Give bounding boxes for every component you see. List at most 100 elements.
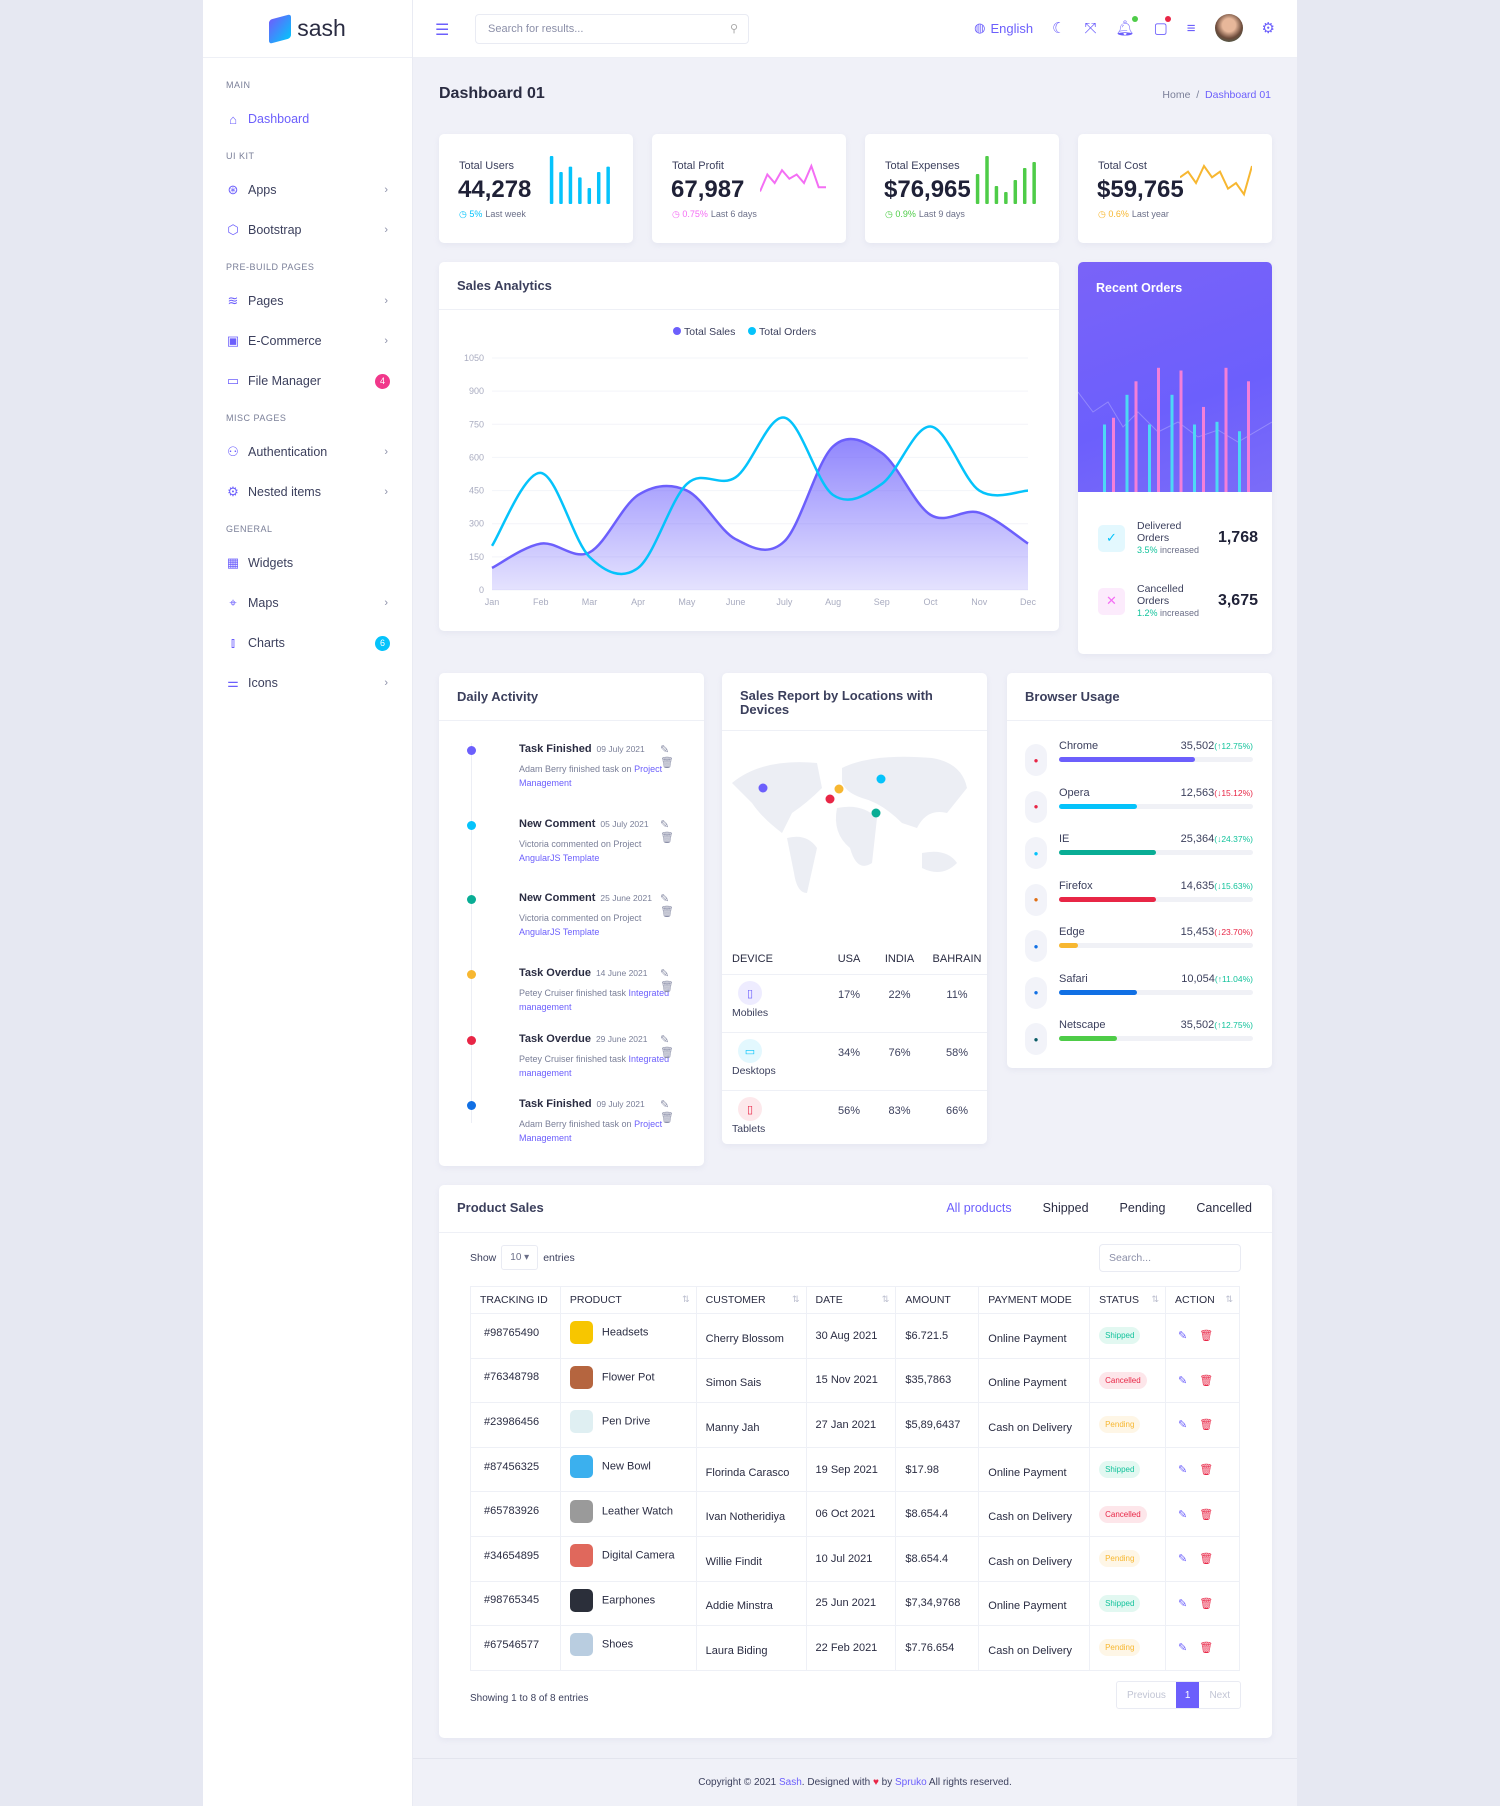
sort-icon[interactable]: ⇅ bbox=[881, 1294, 890, 1304]
page-1-button[interactable]: 1 bbox=[1175, 1682, 1200, 1708]
trash-icon[interactable]: 🗑︎ bbox=[1199, 1508, 1226, 1521]
tab-cancelled[interactable]: Cancelled bbox=[1196, 1201, 1252, 1215]
sidebar-item-file-manager[interactable]: ▭ File Manager 4 bbox=[226, 361, 390, 401]
column-header[interactable]: PAYMENT MODE bbox=[978, 1286, 1091, 1314]
trash-icon[interactable]: 🗑︎ bbox=[660, 1112, 680, 1124]
sidebar-item-widgets[interactable]: ▦ Widgets bbox=[226, 543, 390, 583]
sidebar-item-icons[interactable]: ⚌ Icons › bbox=[226, 663, 390, 703]
menu-toggle-icon[interactable]: ☰ bbox=[435, 22, 450, 39]
delivered-pct: 3.5% bbox=[1137, 545, 1158, 555]
trash-icon[interactable]: 🗑︎ bbox=[660, 981, 680, 993]
tab-pending[interactable]: Pending bbox=[1119, 1201, 1166, 1215]
sidebar-item-charts[interactable]: ⫾ Charts 6 bbox=[226, 623, 390, 663]
search-icon[interactable]: ⚲ bbox=[729, 23, 738, 35]
edit-icon[interactable]: ✎ bbox=[1178, 1642, 1200, 1655]
edit-icon[interactable]: ✎ bbox=[660, 968, 676, 980]
sparkline bbox=[975, 156, 1036, 204]
dark-mode-icon[interactable]: ☾ bbox=[1052, 20, 1066, 37]
column-header[interactable]: TRACKING ID bbox=[470, 1286, 561, 1314]
fullscreen-icon[interactable]: ⤧ bbox=[1084, 19, 1097, 37]
sidebar-item-e-commerce[interactable]: ▣ E-Commerce › bbox=[226, 321, 390, 361]
edit-icon[interactable]: ✎ bbox=[660, 893, 676, 905]
trash-icon[interactable]: 🗑︎ bbox=[660, 1047, 680, 1059]
trash-icon[interactable]: 🗑︎ bbox=[1199, 1419, 1226, 1432]
trash-icon[interactable]: 🗑︎ bbox=[1199, 1330, 1226, 1343]
activity-link[interactable]: Integrated management bbox=[519, 988, 670, 1012]
column-header[interactable]: CUSTOMER ⇅ bbox=[695, 1286, 807, 1314]
app: sash MAIN ⌂ Dashboard UI KIT ⊛ Apps › ⬡ Bootstra… bbox=[203, 0, 1297, 1806]
column-header[interactable]: AMOUNT bbox=[895, 1286, 980, 1314]
status-badge: Cancelled bbox=[1099, 1371, 1147, 1389]
edit-icon[interactable]: ✎ bbox=[1178, 1553, 1200, 1566]
trash-icon[interactable]: 🗑︎ bbox=[1199, 1464, 1226, 1477]
right-sidebar-icon[interactable]: ≡ bbox=[1186, 19, 1196, 37]
edit-icon[interactable]: ✎ bbox=[1178, 1419, 1200, 1432]
edit-icon[interactable]: ✎ bbox=[1178, 1464, 1200, 1477]
browser-change: (↓24.37%) bbox=[1214, 834, 1253, 844]
column-header[interactable]: DATE ⇅ bbox=[805, 1286, 897, 1314]
world-map[interactable] bbox=[722, 733, 987, 933]
progress-track bbox=[1059, 943, 1253, 948]
sidebar-item-apps[interactable]: ⊛ Apps › bbox=[226, 170, 390, 210]
sidebar-item-authentication[interactable]: ⚇ Authentication › bbox=[226, 432, 390, 472]
edit-icon[interactable]: ✎ bbox=[660, 744, 676, 756]
edit-icon[interactable]: ✎ bbox=[660, 1034, 676, 1046]
amount: $6.721.5 bbox=[895, 1313, 980, 1359]
trash-icon[interactable]: 🗑︎ bbox=[660, 832, 680, 844]
map-marker bbox=[876, 774, 886, 784]
edit-icon[interactable]: ✎ bbox=[1178, 1508, 1200, 1521]
trash-icon[interactable]: 🗑︎ bbox=[1199, 1642, 1226, 1655]
trash-icon[interactable]: 🗑︎ bbox=[660, 906, 680, 918]
edit-icon[interactable]: ✎ bbox=[1178, 1597, 1200, 1610]
sort-icon[interactable]: ⇅ bbox=[1151, 1294, 1160, 1304]
table-search-input[interactable]: Search... bbox=[1099, 1244, 1241, 1272]
sidebar-item-nested-items[interactable]: ⚙ Nested items › bbox=[226, 472, 390, 512]
footer-brand-link[interactable]: Sash bbox=[779, 1777, 802, 1788]
sidebar-item-pages[interactable]: ≋ Pages › bbox=[226, 281, 390, 321]
settings-icon[interactable]: ⚙ bbox=[1261, 20, 1275, 37]
edit-icon[interactable]: ✎ bbox=[660, 819, 676, 831]
tab-all-products[interactable]: All products bbox=[946, 1201, 1012, 1215]
entries-select[interactable]: 10 ▾ bbox=[501, 1245, 539, 1270]
activity-link[interactable]: Project Management bbox=[519, 1119, 663, 1143]
search-input[interactable]: Search for results... ⚲ bbox=[475, 14, 749, 44]
column-header[interactable]: ACTION ⇅ bbox=[1165, 1286, 1240, 1314]
sidebar-item-dashboard[interactable]: ⌂ Dashboard bbox=[226, 99, 390, 139]
trash-icon[interactable]: 🗑︎ bbox=[660, 757, 680, 769]
sort-icon[interactable]: ⇅ bbox=[682, 1294, 690, 1304]
table-row: #34654895 Digital Camera Willie Findit 10 J… bbox=[470, 1535, 1240, 1582]
breadcrumb-home[interactable]: Home bbox=[1162, 89, 1191, 101]
trash-icon[interactable]: 🗑︎ bbox=[1199, 1374, 1226, 1387]
trash-icon[interactable]: 🗑︎ bbox=[1199, 1597, 1226, 1610]
next-button[interactable]: Next bbox=[1209, 1690, 1230, 1701]
logo[interactable]: sash bbox=[203, 0, 412, 58]
tab-shipped[interactable]: Shipped bbox=[1042, 1201, 1089, 1215]
notifications-icon[interactable]: 🔔︎ bbox=[1115, 16, 1138, 37]
edit-icon[interactable]: ✎ bbox=[1178, 1374, 1200, 1387]
delivered-suffix: increased bbox=[1160, 545, 1200, 555]
previous-button[interactable]: Previous bbox=[1126, 1690, 1166, 1701]
column-header[interactable]: PRODUCT ⇅ bbox=[559, 1286, 697, 1314]
sort-icon[interactable]: ⇅ bbox=[791, 1294, 800, 1304]
column-header[interactable]: STATUS ⇅ bbox=[1089, 1286, 1167, 1314]
activity-link[interactable]: AngularJS Template bbox=[519, 927, 600, 937]
payment: Online Payment bbox=[978, 1580, 1091, 1627]
messages-icon[interactable]: ▢ bbox=[1153, 16, 1172, 37]
chevron-right-icon: › bbox=[384, 335, 388, 347]
activity-link[interactable]: Project Management bbox=[519, 764, 663, 788]
sidebar-item-maps[interactable]: ⌖ Maps › bbox=[226, 583, 390, 623]
trash-icon[interactable]: 🗑︎ bbox=[1199, 1553, 1226, 1566]
edit-icon[interactable]: ✎ bbox=[1178, 1330, 1200, 1343]
sort-icon[interactable]: ⇅ bbox=[1225, 1294, 1233, 1304]
avatar[interactable] bbox=[1214, 14, 1243, 42]
activity-link[interactable]: Integrated management bbox=[519, 1054, 670, 1078]
chevron-right-icon: › bbox=[384, 597, 388, 609]
activity-link[interactable]: AngularJS Template bbox=[519, 853, 600, 863]
footer-company-link[interactable]: Spruko bbox=[895, 1777, 927, 1788]
edit-icon[interactable]: ✎ bbox=[660, 1099, 676, 1111]
card-title: Sales Analytics bbox=[439, 262, 1059, 310]
language-selector[interactable]: ◍ English bbox=[974, 20, 1033, 36]
bar-chart-icon: ⫾ bbox=[230, 635, 236, 650]
stat-value: $76,965 bbox=[884, 176, 971, 203]
sidebar-item-bootstrap[interactable]: ⬡ Bootstrap › bbox=[226, 210, 390, 250]
